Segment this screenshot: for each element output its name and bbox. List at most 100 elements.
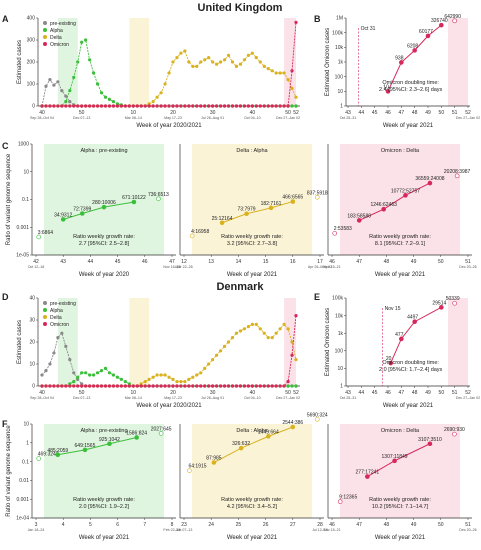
panel-c-sub2-point: [403, 193, 408, 198]
panel-f-sub2-point: [427, 441, 433, 447]
panel-d-legend-marker: [43, 308, 47, 312]
panel-d-series-point: [222, 344, 227, 348]
panel-d-series-point: [294, 384, 298, 388]
panel-d-series-point: [52, 384, 56, 388]
panel-d-series-point: [95, 371, 100, 375]
panel-c-sub1-point: [290, 199, 296, 204]
panel-f-sub2-xtick-label: 46: [329, 522, 335, 528]
panel-d-series-point: [115, 384, 120, 388]
panel-c-ylabel: Ratio of variant genome sequence: [6, 153, 12, 245]
panel-d-series-point: [99, 369, 104, 373]
panel-d-series-point: [246, 384, 250, 388]
panel-d-series-point: [175, 384, 179, 388]
panel-f-sub2-point-label: 277:17241: [356, 470, 380, 476]
panel-d-series-point: [254, 384, 258, 388]
panel-c-sub0-xtick-sublabel: Nov 16–22: [163, 265, 180, 269]
panel-e-point: [452, 300, 457, 306]
panel-a-series-point: [171, 60, 175, 64]
panel-d-series-point: [60, 384, 64, 388]
panel-d-series-point: [218, 384, 223, 388]
panel-d-xtick-label: 10: [131, 390, 137, 396]
panel-c-sub2-band: [340, 144, 460, 255]
panel-a-series-point: [163, 82, 167, 86]
panel-f-sub1-xtick-label: 28: [317, 522, 323, 528]
panel-a-series-point: [262, 104, 266, 108]
panel-a-series-point: [199, 60, 203, 64]
panel-d-ytick-label: 10: [29, 362, 35, 368]
panel-f-sub1-fit-line: [213, 426, 293, 463]
panel-a-xtick-sublabel: Sep 28–Oct 04: [30, 116, 54, 120]
panel-a-ytick-label: 0: [32, 104, 35, 110]
panel-f-sub0-point: [158, 431, 164, 436]
panel-d-series-point: [187, 377, 191, 381]
panel-f-sub0-xtick-label: 3: [35, 522, 38, 528]
panel-c-sub2-title: Omicron : Delta: [381, 148, 420, 154]
panel-a-xlabel: Week of year 2020/2021: [136, 123, 202, 129]
panel-f-sub2-xtick-label: 48: [384, 522, 390, 528]
panel-d-series-point: [262, 331, 266, 335]
panel-a-ylabel: Estimated cases: [17, 40, 23, 84]
panel-a-series-line-3: [42, 22, 297, 107]
panel-a-series-point: [48, 78, 52, 82]
panel-a-series-point: [72, 104, 76, 108]
panel-a-series-point: [195, 64, 199, 68]
panel-c-sub2-xtick-label: 51: [465, 259, 471, 265]
uk-title: United Kingdom: [198, 2, 283, 14]
panel-d-series-point: [294, 314, 298, 318]
panel-a-series-point: [222, 58, 227, 62]
panel-f-sub1-point-label: 87:985: [206, 456, 222, 462]
panel-c-sub0-band: [44, 144, 164, 255]
panel-f-sub1-xtick-sublabel: Jun 07–13: [176, 528, 193, 532]
panel-d-xtick-label: 40: [250, 390, 256, 396]
panel-d-series-point: [191, 384, 195, 388]
panel-e-xtick-label: 46: [385, 390, 391, 396]
panel-a-xtick-sublabel: Oct 04–10: [244, 116, 261, 120]
panel-e-xtick-label: 49: [425, 390, 431, 396]
panel-d-xtick-label: 20: [170, 390, 176, 396]
panel-a-delta-band: [129, 18, 150, 106]
panel-b-point-label: 60177: [419, 29, 433, 35]
panel-f-sub1-point: [314, 417, 320, 422]
panel-d-series-point: [211, 358, 215, 362]
panel-e-point: [399, 336, 404, 342]
panel-c-sub1-xtick-label: 15: [263, 259, 269, 265]
panel-a-series-point: [266, 104, 270, 108]
panel-d-series-point: [72, 371, 76, 375]
panel-d-series-point: [72, 384, 76, 388]
panel-f-sub1-point: [211, 460, 217, 465]
panel-e-xtick-sublabel: Dec 27–Jan 02: [456, 396, 480, 400]
panel-d-series-point: [207, 362, 211, 366]
panel-a-series-point: [258, 104, 262, 108]
panel-a-series-point: [187, 104, 191, 108]
panel-a-series-point: [127, 104, 131, 108]
panel-f-sub1-point-label: 5690:324: [307, 412, 328, 418]
panel-d-series-point: [290, 384, 294, 388]
panel-d-series-point: [68, 384, 72, 388]
panel-c-sub1-xtick-label: 13: [208, 259, 214, 265]
panel-d-series-point: [151, 384, 155, 388]
panel-f-sub2-point: [452, 431, 457, 437]
panel-d-series-point: [111, 384, 116, 388]
panel-a-series-point: [226, 53, 231, 58]
panel-a-series-point: [91, 71, 96, 75]
panel-a-series-point: [250, 104, 254, 108]
panel-d-series-point: [127, 382, 131, 386]
panel-e-point-label: 20: [386, 356, 392, 362]
panel-d-xtick-sublabel: Oct 04–10: [244, 396, 261, 400]
panel-c-sub1-xtick-label: 16: [290, 259, 296, 265]
panel-a-series-point: [76, 104, 80, 108]
panel-d-series-point: [143, 380, 147, 384]
panel-d-xtick-label: 50: [285, 390, 291, 396]
panel-a-series-point: [60, 89, 64, 93]
panel-a-series-point: [99, 91, 104, 95]
panel-a-series-point: [95, 104, 100, 108]
panel-f-sub0-xtick-label: 7: [143, 522, 146, 528]
panel-a-ytick-label: 200: [27, 60, 36, 66]
panel-d-xtick-sublabel: Mar 08–14: [125, 396, 142, 400]
panel-d-series-point: [290, 340, 294, 344]
panel-a-series-point: [250, 51, 254, 55]
panel-f-sub0-xtick-sublabel: Jan 18–24: [28, 528, 45, 532]
panel-c-sub1-point-label: 182:7161: [261, 201, 282, 207]
panel-c-sub0-point: [79, 211, 85, 216]
panel-f-ytick-label: 1: [26, 441, 29, 447]
